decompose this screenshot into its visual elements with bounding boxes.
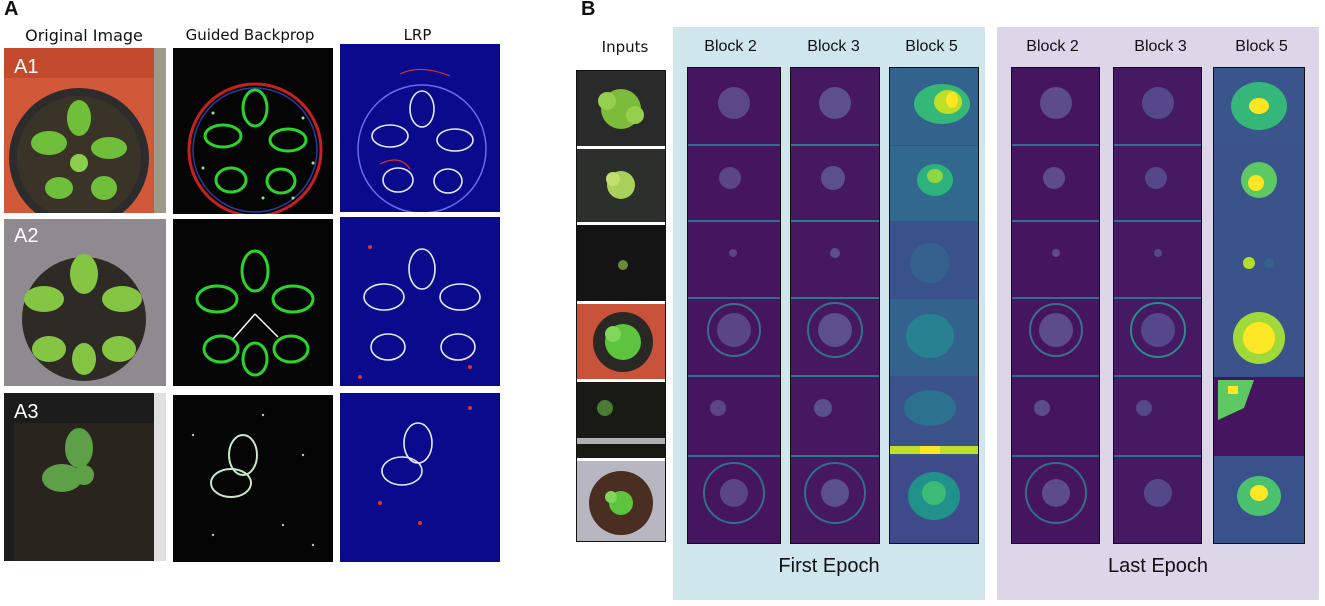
inputs-header: Inputs (601, 38, 649, 56)
row-label-a3: A3 (14, 401, 39, 423)
first-block-5-strip (889, 67, 979, 544)
input-image-4 (577, 304, 665, 379)
last-block-3-header: Block 3 (1134, 38, 1187, 55)
row-label-a1: A1 (14, 56, 39, 78)
input-image-2 (577, 149, 665, 222)
first-block-2-strip (687, 67, 781, 544)
last-block-5-header: Block 5 (1235, 38, 1288, 55)
last-block-5-strip (1213, 67, 1305, 544)
guided-backprop-a3 (173, 395, 333, 562)
input-image-6 (577, 461, 665, 541)
original-image-a1: A1 (4, 48, 166, 213)
column-header-guided-backprop: Guided Backprop (185, 26, 315, 44)
original-image-a2: A2 (4, 219, 166, 386)
first-epoch-label: First Epoch (778, 555, 880, 577)
lrp-a3 (340, 393, 500, 562)
column-header-original-image: Original Image (25, 26, 143, 45)
last-block-3-strip (1113, 67, 1202, 544)
input-image-3 (577, 225, 665, 301)
first-block-3-header: Block 3 (807, 38, 860, 55)
column-header-lrp: LRP (403, 26, 432, 44)
last-epoch-label: Last Epoch (1107, 555, 1209, 577)
lrp-a2 (340, 217, 500, 386)
panel-b-letter: B (581, 0, 596, 20)
first-block-2-header: Block 2 (704, 38, 757, 55)
original-image-a3: A3 (4, 393, 166, 561)
row-label-a2: A2 (14, 225, 39, 247)
last-block-2-header: Block 2 (1026, 38, 1079, 55)
last-block-2-strip (1011, 67, 1100, 544)
guided-backprop-a2 (173, 219, 333, 386)
input-image-1 (577, 71, 665, 146)
panel-a-letter: A (4, 0, 19, 20)
inputs-strip (576, 70, 666, 542)
guided-backprop-a1 (173, 48, 333, 214)
first-block-5-header: Block 5 (905, 38, 958, 55)
first-block-3-strip (790, 67, 880, 544)
input-image-5 (577, 382, 665, 458)
lrp-a1 (340, 44, 500, 212)
